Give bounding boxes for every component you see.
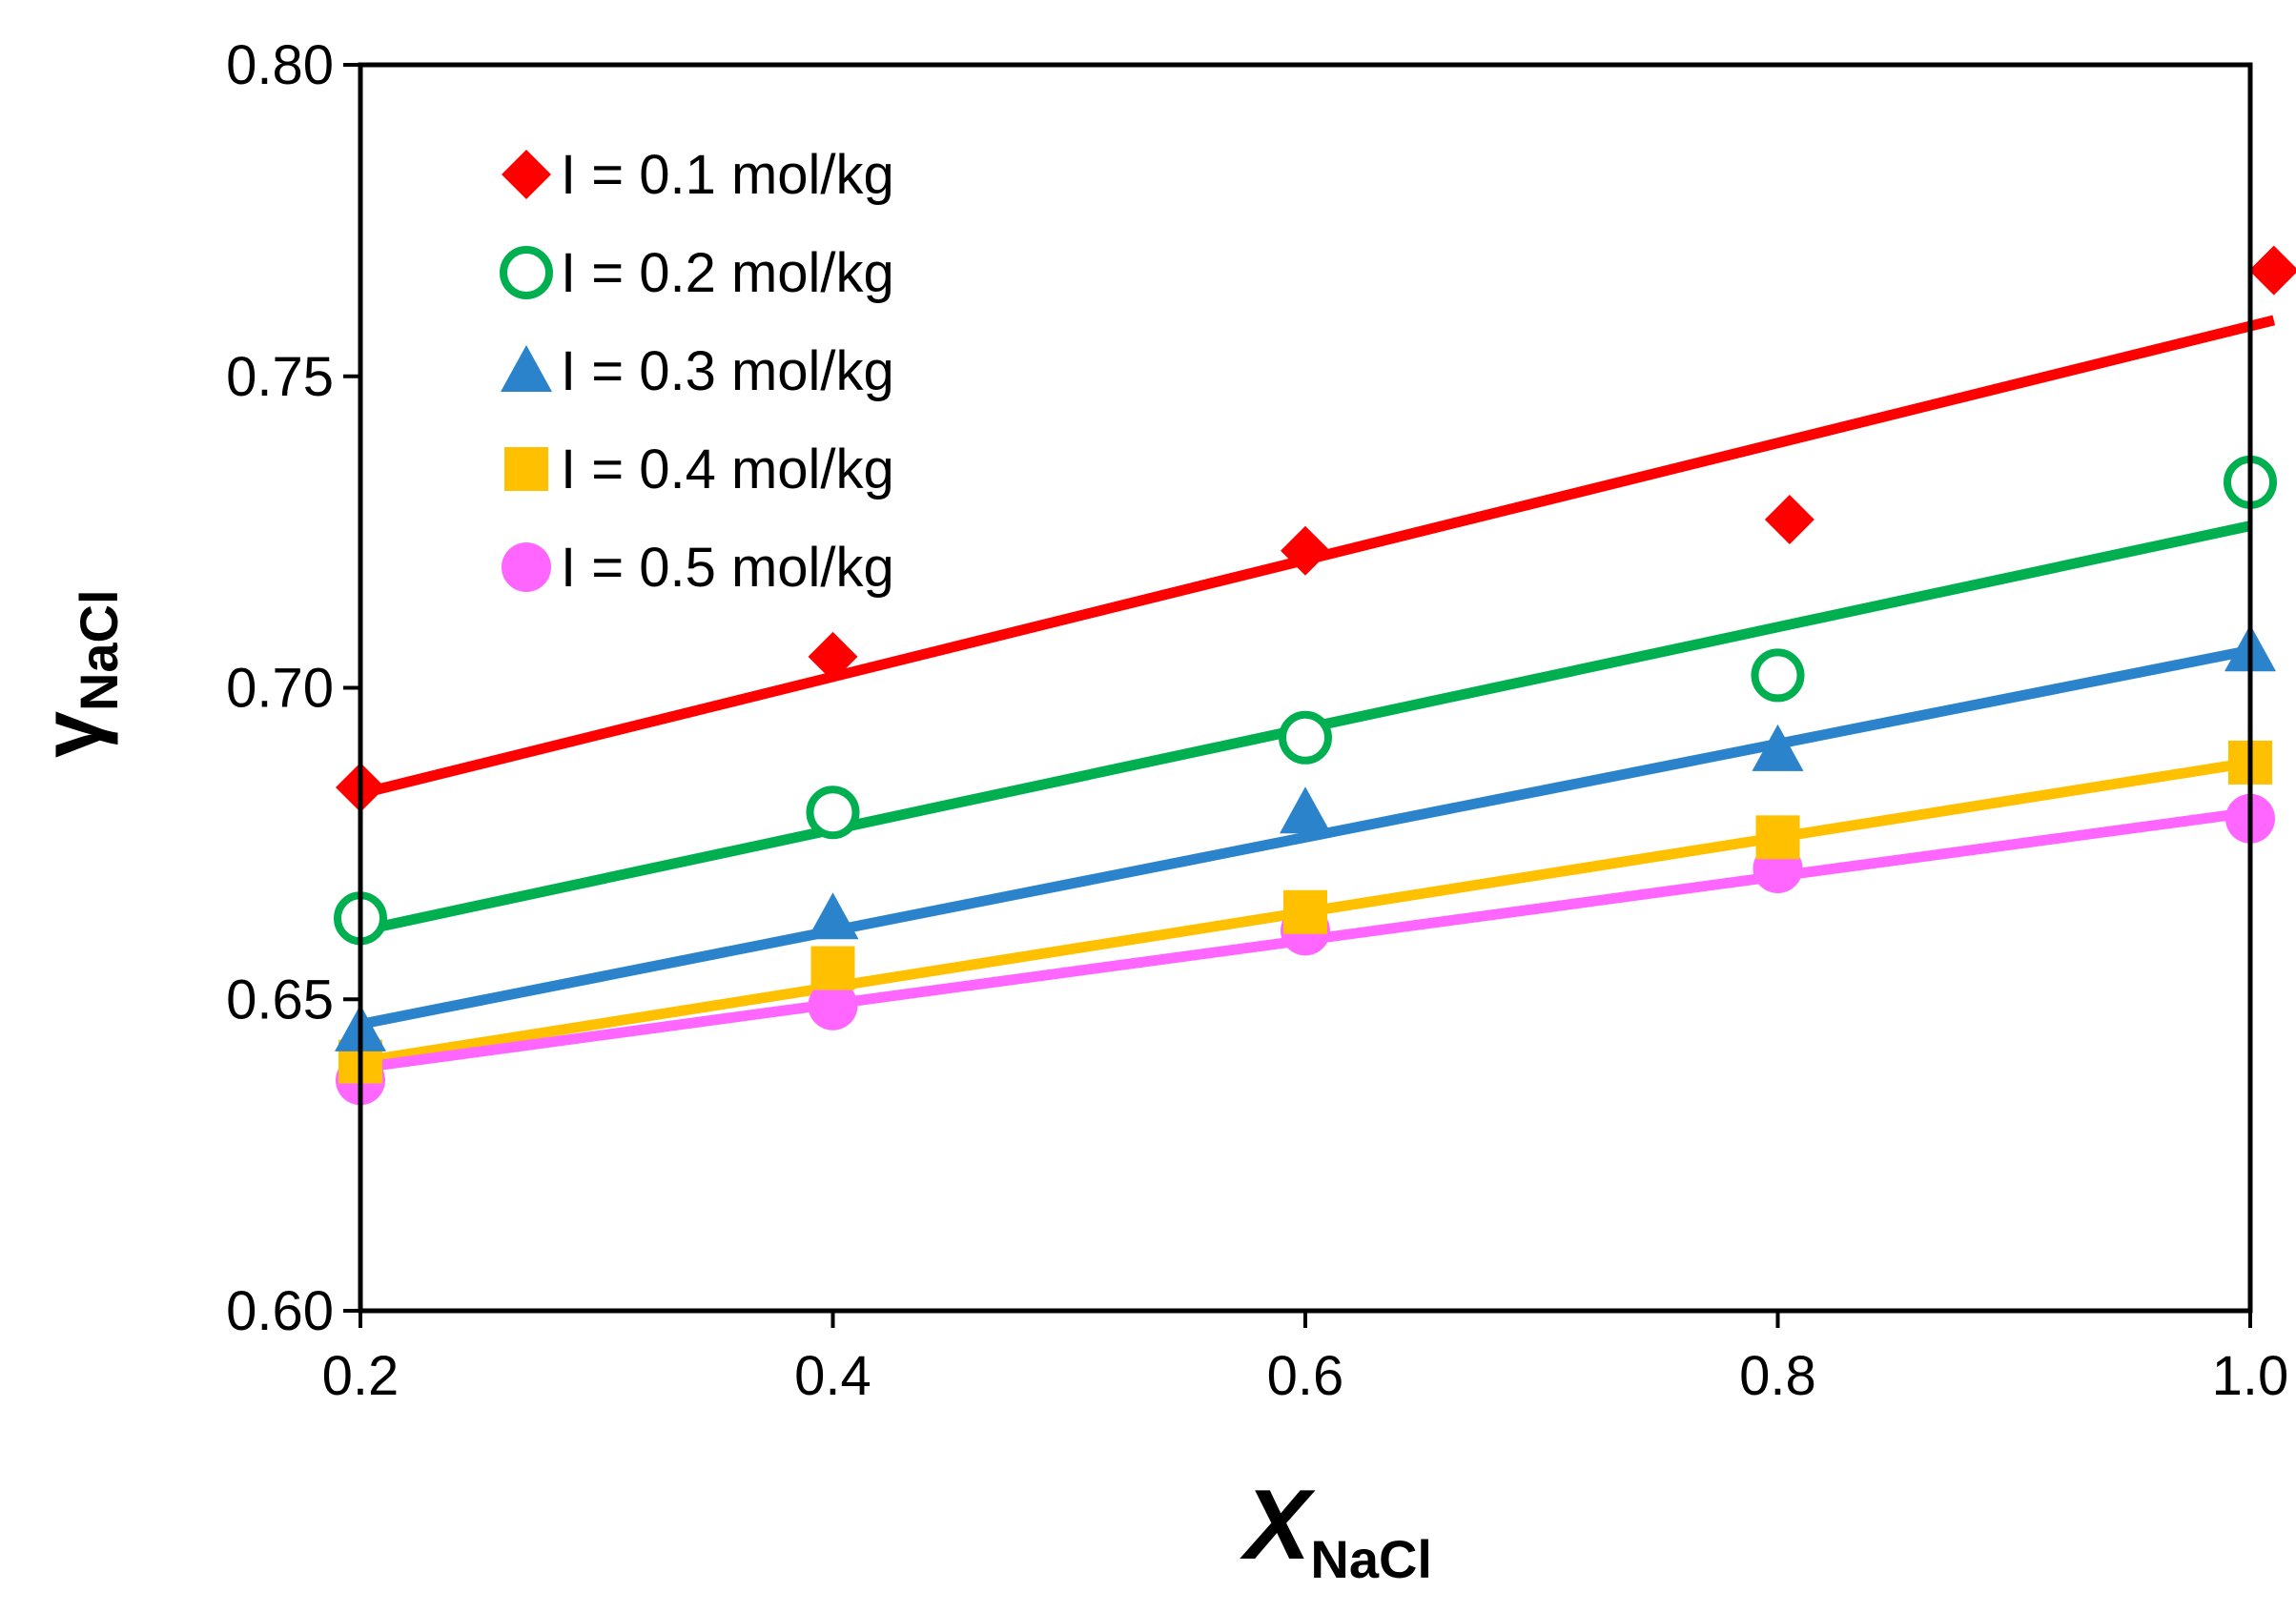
- legend-marker-series-5: [502, 542, 551, 592]
- data-point-series-4: [1283, 889, 1327, 934]
- legend-marker-series-2: [500, 246, 553, 299]
- legend-label-series-2: I = 0.2 mol/kg: [561, 242, 894, 304]
- data-point-series-2: [1751, 648, 1805, 703]
- data-point-series-1: [808, 631, 858, 682]
- x-tick-label: 0.2: [322, 1345, 400, 1407]
- legend: I = 0.1 mol/kg I = 0.2 mol/kg I = 0.3 mol/…: [500, 144, 894, 599]
- data-point-series-1: [1764, 495, 1814, 545]
- x-tick-label: 0.4: [794, 1345, 871, 1407]
- legend-marker-series-1: [502, 150, 551, 199]
- data-point-series-5: [808, 980, 858, 1030]
- x-tick-label: 1.0: [2212, 1345, 2289, 1407]
- x-axis-title-sub: NaCl: [1310, 1529, 1432, 1589]
- x-tick-label: 0.6: [1267, 1345, 1344, 1407]
- y-axis-title-sub: NaCl: [69, 589, 129, 711]
- data-point-series-4: [1755, 815, 1800, 860]
- data-markers: [334, 245, 2296, 1106]
- data-point-series-2: [1279, 710, 1332, 765]
- y-axis-title: γNaCl: [24, 589, 129, 758]
- y-axis-title-main: γ: [24, 711, 118, 758]
- y-tick-label: 0.65: [226, 969, 334, 1030]
- legend-label-series-4: I = 0.4 mol/kg: [561, 439, 894, 500]
- y-tick-label: 0.80: [226, 34, 334, 96]
- legend-label-series-3: I = 0.3 mol/kg: [561, 340, 894, 402]
- y-tick-label: 0.70: [226, 658, 334, 720]
- data-point-series-1: [1281, 525, 1330, 576]
- data-point-series-3: [1280, 786, 1331, 834]
- legend-label-series-5: I = 0.5 mol/kg: [561, 537, 894, 599]
- fit-lines: [359, 315, 2276, 1073]
- data-point-series-4: [810, 946, 855, 990]
- data-point-series-1: [2248, 245, 2296, 296]
- y-axis: 0.60 0.65 0.70 0.75 0.80: [226, 34, 360, 1342]
- legend-marker-series-4: [504, 447, 548, 491]
- legend-marker-series-3: [501, 345, 552, 392]
- x-axis-title: XNaCl: [1240, 1470, 1432, 1589]
- fit-line-series-3: [359, 644, 2252, 1030]
- x-tick-label: 0.8: [1739, 1345, 1816, 1407]
- y-tick-label: 0.75: [226, 346, 334, 408]
- x-axis: 0.2 0.4 0.6 0.8 1.0: [322, 1311, 2289, 1407]
- data-point-series-3: [807, 892, 859, 940]
- data-point-series-3: [1752, 724, 1804, 771]
- y-tick-label: 0.60: [226, 1280, 334, 1342]
- legend-label-series-1: I = 0.1 mol/kg: [561, 144, 894, 206]
- data-point-series-2: [806, 786, 860, 840]
- x-axis-title-main: X: [1240, 1470, 1316, 1581]
